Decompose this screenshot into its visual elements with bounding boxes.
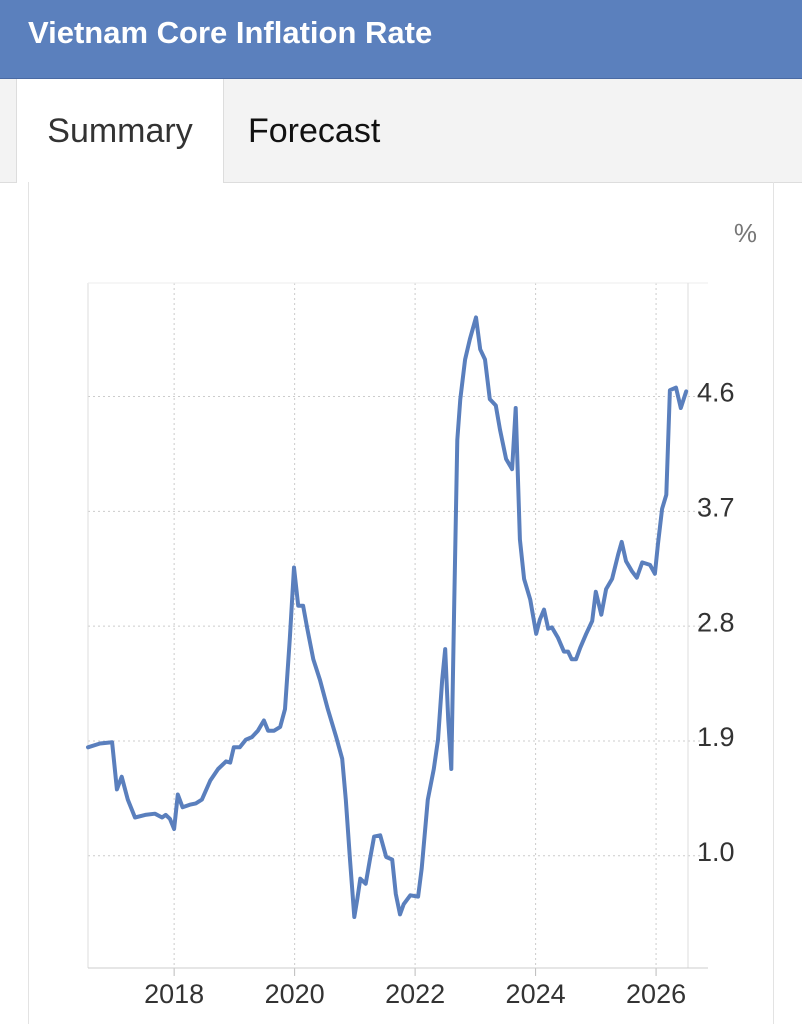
x-tick-label: 2022 bbox=[385, 979, 445, 1009]
title: Vietnam Core Inflation Rate bbox=[28, 15, 433, 50]
tab-bar: Summary Forecast bbox=[0, 79, 802, 183]
x-tick-label: 2024 bbox=[506, 979, 566, 1009]
unit-label: % bbox=[734, 218, 757, 248]
header: Vietnam Core Inflation Rate bbox=[0, 0, 802, 79]
x-tick-label: 2026 bbox=[626, 979, 686, 1009]
tab[interactable]: Forecast bbox=[248, 112, 381, 150]
y-tick-label: 1.9 bbox=[697, 722, 735, 752]
y-tick-label: 3.7 bbox=[697, 492, 735, 522]
data-line bbox=[86, 315, 689, 919]
chart-box bbox=[28, 182, 774, 1024]
x-tick-label: 2020 bbox=[265, 979, 325, 1009]
y-tick-label: 1.0 bbox=[697, 837, 735, 867]
y-tick-label: 2.8 bbox=[697, 607, 735, 637]
x-tick-label: 2018 bbox=[144, 979, 204, 1009]
tab[interactable]: Summary bbox=[16, 79, 224, 183]
y-tick-label: 4.6 bbox=[697, 378, 735, 408]
